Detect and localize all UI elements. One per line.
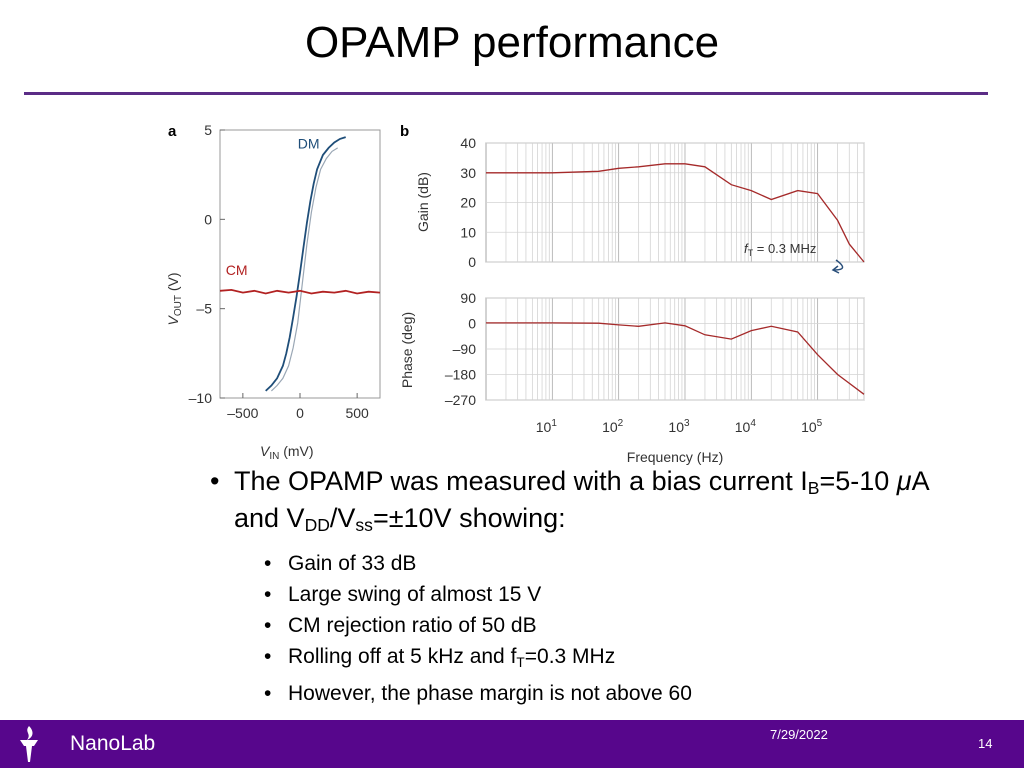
footer-brand: NanoLab [70,732,156,755]
panel-a-ylabel: VOUT (V) [165,272,184,325]
panel-a-xtick-label: 0 [296,405,304,421]
panel-a-label: a [168,123,177,140]
bullet-dot-icon: • [264,614,272,637]
panel-a-xlabel: VIN (mV) [260,443,314,462]
panel-a-series-line [270,147,339,392]
sub-bullet-cmrr: • CM rejection ratio of 50 dB [264,610,930,641]
bode-ytick-label: 90 [460,290,476,306]
bullet-dot-icon: • [264,645,272,668]
footer-bar: NanoLab 7/29/2022 14 [0,720,1024,768]
ft-annotation-arrowhead [831,265,840,274]
bullet-dot-icon: • [264,583,272,606]
main-bullet: • The OPAMP was measured with a bias cur… [210,466,929,535]
bullet-dot-icon: • [210,466,220,496]
bode-ytick-label: 40 [460,135,476,151]
panel-a-series-line [219,288,381,295]
bullet-dot-icon: • [264,682,272,705]
sub-bullet-swing: • Large swing of almost 15 V [264,579,930,610]
page-number: 14 [978,736,993,751]
panel-a-ytick-label: 5 [204,122,212,138]
gain-ylabel: Gain (dB) [415,172,431,232]
bullet-list: • The OPAMP was measured with a bias cur… [210,466,930,709]
chart-panel-a: 5 0 –5 –10 –500 0 500 DM CM [189,122,381,421]
bode-ytick-label: 30 [460,165,476,181]
phase-ylabel: Phase (deg) [399,312,415,388]
ft-annotation: fT = 0.3 MHz [744,241,816,258]
bode-ytick-label: 20 [460,195,476,211]
sub-bullet-gain: • Gain of 33 dB [264,548,930,579]
panel-a-xtick-label: 500 [345,405,369,421]
panel-a-ytick-label: –10 [189,390,213,406]
bode-ytick-label: 10 [460,224,476,240]
bode-xtick-label: 102 [602,418,624,435]
chart-panel-b-phase: 90 0 –90 –180 –270 101 102 103 104 105 [445,290,865,435]
slide-title: OPAMP performance [304,18,720,67]
sub-bullet-phase-margin: • However, the phase margin is not above … [264,678,930,709]
footer-date: 7/29/2022 [770,727,828,742]
bode-xtick-label: 103 [668,418,690,435]
panel-a-ytick-label: 0 [204,211,212,227]
bode-xtick-label: 101 [536,418,558,435]
bode-ytick-label: 0 [468,316,476,332]
title-divider [24,92,988,95]
torch-logo-icon [20,726,38,762]
sub-bullet-list: • Gain of 33 dB • Large swing of almost 15… [210,548,930,709]
ft-annotation-arrow [833,259,844,271]
bullet-dot-icon: • [264,552,272,575]
panel-a-xtick-label: –500 [227,405,258,421]
panel-b-label: b [400,123,409,140]
bode-ytick-label: –90 [453,341,477,357]
bode-ytick-label: –180 [445,367,476,383]
panel-a-series-label-dm: DM [298,135,320,151]
bode-ytick-label: 0 [468,254,476,270]
panel-a-series-line [265,136,346,392]
bode-xtick-label: 105 [801,418,823,435]
sub-bullet-rolloff: • Rolling off at 5 kHz and fT=0.3 MHz [264,641,930,678]
bode-series-line [486,163,865,263]
bode-xtick-label: 104 [735,418,757,435]
chart-panel-b-gain: 0 10 20 30 40 [460,135,865,270]
panel-a-ytick-label: –5 [196,301,212,317]
bode-series-line [486,322,865,395]
phase-xlabel: Frequency (Hz) [627,449,723,465]
panel-a-series-label-cm: CM [226,262,248,278]
bode-ytick-label: –270 [445,392,476,408]
